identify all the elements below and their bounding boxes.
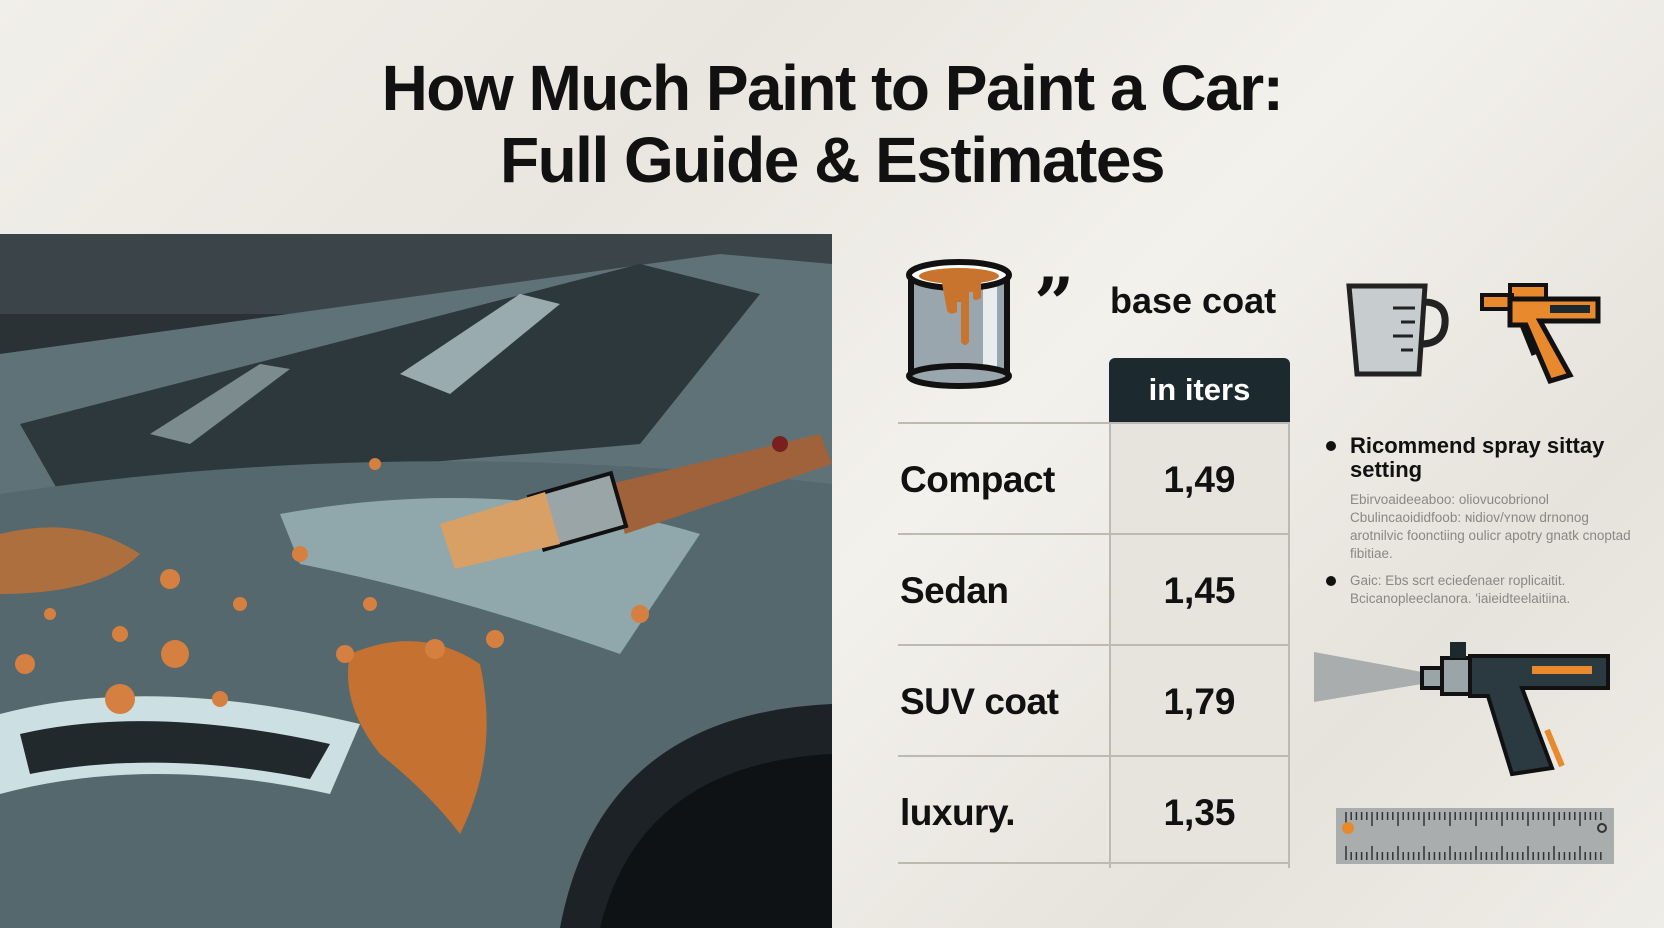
table-row: Compact 1,49 <box>898 422 1290 535</box>
section-label: base coat <box>1110 280 1277 321</box>
paint-brush-icon <box>440 434 832 569</box>
bullet-icon <box>1326 441 1336 451</box>
measuring-cup-icon <box>1346 283 1449 377</box>
bullet-icon <box>1326 576 1336 586</box>
car-illustration <box>0 234 832 928</box>
spray-gun-icon <box>1480 283 1601 385</box>
quote-icon: ” <box>1034 262 1075 345</box>
table-row: SUV coat 1,79 <box>898 644 1290 757</box>
spray-gun-icon <box>1314 642 1610 777</box>
table-row: luxury. 1,35 <box>898 755 1290 868</box>
page-title: How Much Paint to Paint a Car: Full Guid… <box>381 52 1284 196</box>
ruler-icon <box>1336 808 1614 864</box>
table-bottom-border <box>898 862 1290 864</box>
table-header-liters: in iters <box>1109 358 1290 422</box>
paint-can-icon <box>906 259 1012 389</box>
table-row: Sedan 1,45 <box>898 533 1290 646</box>
